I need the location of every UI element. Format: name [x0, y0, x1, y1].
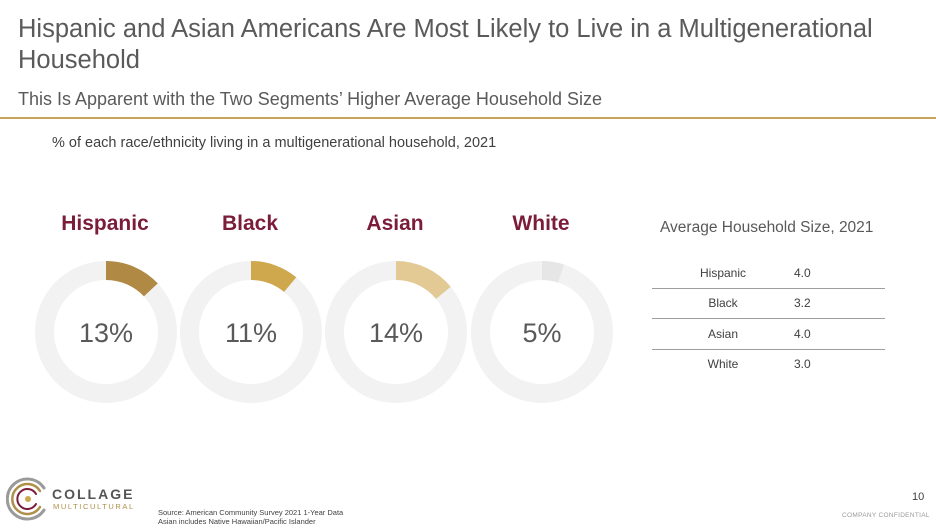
donut-segment-black	[251, 261, 297, 292]
donut-segment-hispanic	[106, 261, 158, 297]
donut-svg-asian: 14%	[325, 261, 467, 403]
donut-value-label-hispanic: 13%	[79, 318, 133, 348]
table-row: Hispanic 4.0	[652, 258, 885, 289]
table-row-label: White	[707, 357, 739, 372]
household-table-title: Average Household Size, 2021	[660, 219, 874, 236]
table-row-value: 3.2	[794, 296, 811, 311]
page-title: Hispanic and Asian Americans Are Most Li…	[18, 15, 873, 74]
table-row-label: Asian	[707, 326, 739, 341]
household-size-table: Hispanic 4.0 Black 3.2 Asian 4.0 White 3…	[652, 258, 885, 379]
donut-value-label-asian: 14%	[369, 318, 423, 348]
donut-value-label-white: 5%	[522, 318, 561, 348]
donut-label-white: White	[512, 212, 570, 235]
logo-wordmark: COLLAGE	[52, 486, 135, 502]
source-footnote: Asian includes Native Hawaiian/Pacific I…	[158, 517, 316, 526]
donut-chart-white: 5%	[469, 259, 615, 405]
table-row: Black 3.2	[652, 289, 885, 319]
table-row: Asian 4.0	[652, 319, 885, 350]
page-number: 10	[912, 491, 925, 503]
donut-label-hispanic: Hispanic	[61, 212, 149, 235]
chart-caption: % of each race/ethnicity living in a mul…	[52, 135, 497, 151]
donut-chart-hispanic: 13%	[33, 259, 179, 405]
table-row-value: 3.0	[794, 357, 811, 372]
source-line: Source: American Community Survey 2021 1…	[158, 508, 344, 517]
donut-svg-hispanic: 13%	[35, 261, 177, 403]
header-divider	[0, 117, 936, 119]
donut-svg-white: 5%	[471, 261, 613, 403]
table-row-label: Hispanic	[699, 265, 747, 280]
donut-label-asian: Asian	[366, 212, 424, 235]
donut-chart-black: 11%	[178, 259, 324, 405]
donut-segment-white	[542, 261, 564, 283]
page-subtitle: This Is Apparent with the Two Segments’ …	[18, 89, 602, 109]
logo-subtitle: MULTICULTURAL	[53, 502, 135, 511]
table-row-value: 4.0	[794, 265, 811, 280]
table-row: White 3.0	[652, 350, 885, 380]
confidential-label: COMPANY CONFIDENTIAL	[842, 512, 930, 519]
donut-label-black: Black	[221, 212, 279, 235]
table-row-label: Black	[708, 296, 738, 311]
table-row-value: 4.0	[794, 326, 811, 341]
collage-logo-icon	[6, 477, 46, 521]
donut-segment-asian	[396, 261, 451, 299]
source-note: Source: American Community Survey 2021 1…	[158, 508, 343, 526]
donut-svg-black: 11%	[180, 261, 322, 403]
donut-value-label-black: 11%	[225, 318, 277, 348]
donut-chart-asian: 14%	[323, 259, 469, 405]
